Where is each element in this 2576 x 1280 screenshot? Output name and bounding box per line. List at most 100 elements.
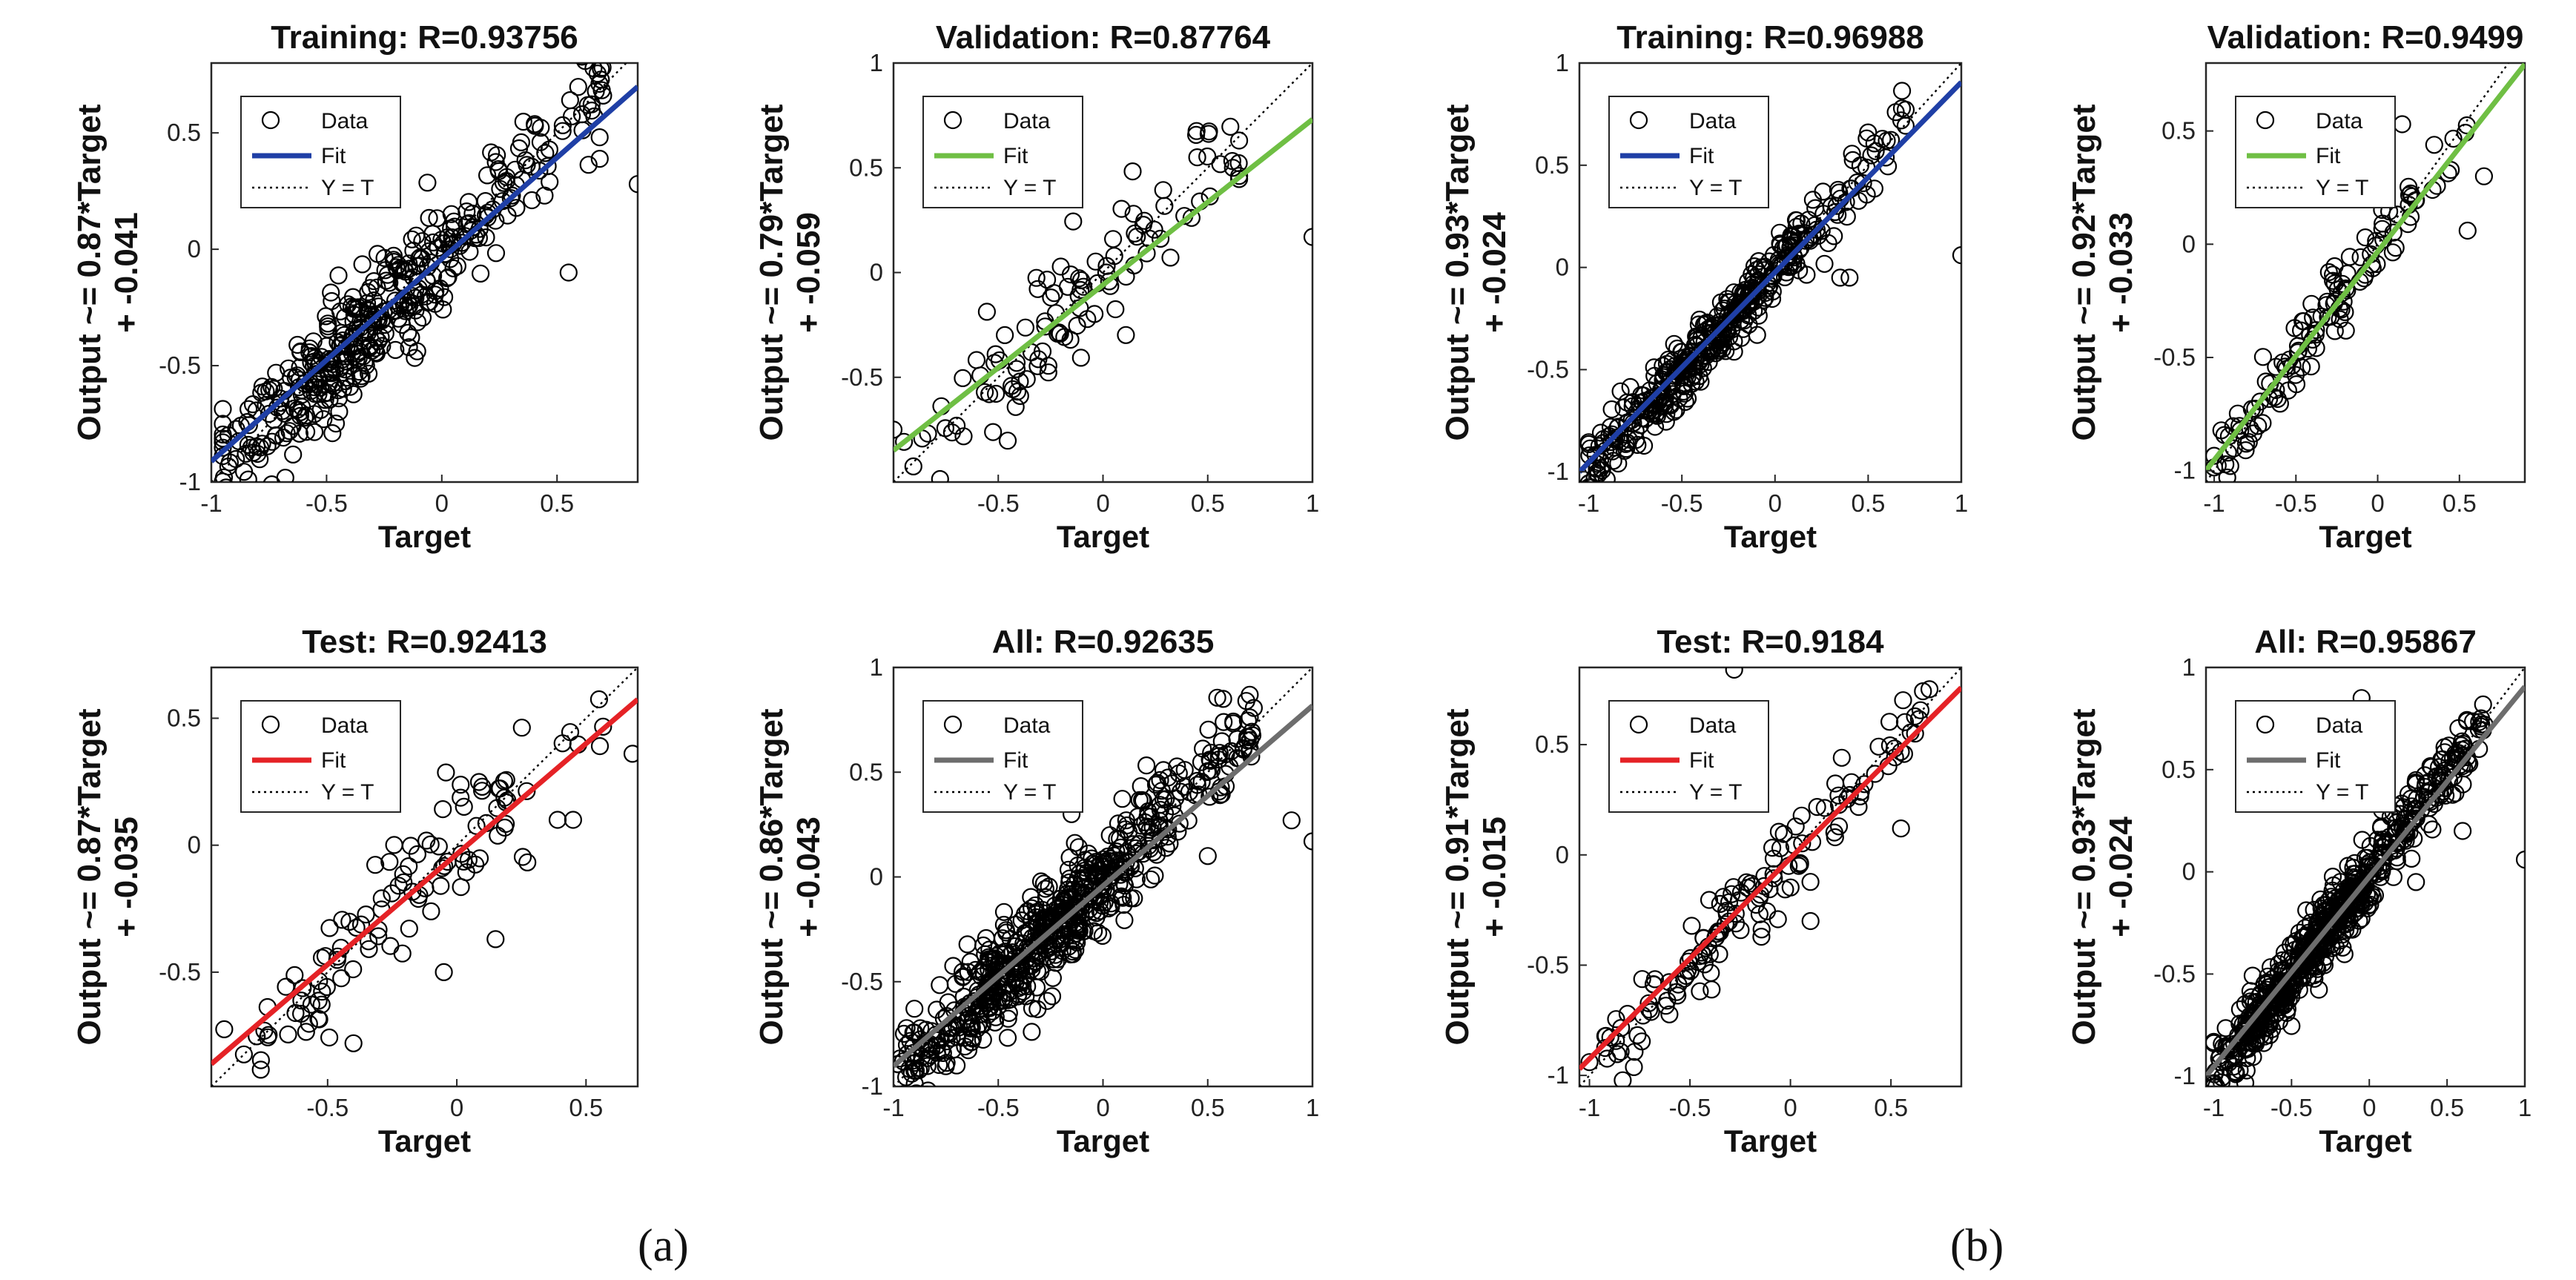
data-point [523,191,541,210]
identity-line [894,63,1312,482]
data-point [1086,252,1105,271]
data-point [1229,154,1248,173]
data-point [998,1029,1017,1047]
chart-panel: -1 -0.5 0 0.5 1 -1 -0.5 0 0.5 1 All: R=0.92635 Targ… [753,624,1319,1158]
data-point [997,983,1016,1002]
x-tick-label: 0 [1783,1094,1797,1121]
data-point [2372,817,2391,836]
data-point [2253,414,2272,432]
data-point [919,1093,935,1109]
x-tick-label: -0.5 [1661,489,1703,517]
legend-data-label: Data [321,109,369,133]
data-point [1716,314,1734,333]
data-point [408,845,427,864]
data-point [413,309,432,327]
data-point [2368,831,2387,849]
data-point [925,1098,941,1114]
data-point [894,1055,907,1073]
data-point [486,153,505,171]
data-point [1040,935,1058,954]
data-point [1186,786,1204,805]
data-point [1682,917,1701,935]
data-point [2453,757,2471,776]
data-point [1061,265,1080,284]
y-tick-label: -1 [179,468,201,495]
data-point [253,435,271,453]
data-point [623,745,638,763]
data-point [1726,904,1745,923]
y-tick-label: -1 [1548,458,1569,485]
data-point [575,63,589,66]
data-point [2269,962,2288,980]
data-point [1170,814,1189,833]
data-point [442,219,460,237]
data-point [306,384,324,403]
y-axis-label: Output ~= 0.86*Target [753,708,790,1045]
data-point [1071,349,1090,367]
data-point [1134,216,1153,234]
data-point [1209,750,1228,769]
legend-fit-label: Fit [1003,144,1028,168]
data-point [1222,742,1241,761]
data-point [922,1037,942,1056]
data-point [305,377,324,397]
y-axis-label-offset: + -0.024 [1476,212,1513,333]
y-axis-label-offset: + -0.033 [2103,212,2139,333]
data-point [1039,357,1058,375]
data-point [590,150,609,168]
x-tick-label: -0.5 [306,489,348,517]
data-point [2400,177,2418,196]
x-tick-label: -1 [200,489,222,517]
fit-line [211,85,638,463]
data-point [954,968,972,986]
data-point [937,1057,955,1075]
data-point [1068,317,1086,335]
x-axis-label: Target [2319,519,2411,554]
data-point [1211,155,1229,174]
data-point [2325,257,2344,276]
data-point [2268,389,2287,409]
data-point [1825,227,1843,245]
data-point [1829,817,1849,836]
data-point [1720,893,1739,911]
legend-fit-label: Fit [1003,748,1028,773]
legend-data-marker [943,110,962,130]
data-point [1143,818,1162,837]
data-point [251,1060,270,1079]
data-point [409,889,428,908]
data-point [435,288,454,306]
data-point [1680,952,1698,971]
data-point [2458,221,2477,240]
data-point [1771,839,1790,857]
data-point [1880,736,1899,755]
data-point [572,105,592,124]
data-point [1037,888,1055,907]
data-point [1580,1053,1599,1072]
data-point [291,358,309,377]
data-point [1660,1005,1679,1023]
data-point [1732,329,1751,347]
data-point [1645,388,1664,406]
data-point [1633,970,1651,989]
data-point [400,920,418,938]
data-point [594,717,612,736]
y-tick-label: -0.5 [2153,343,2196,371]
data-point [389,877,408,895]
data-point [344,1034,363,1052]
data-point [317,977,336,997]
data-point [1752,920,1771,939]
chart-panel: -1 -0.5 0 0.5 1 -1 -0.5 0 0.5 1 All: R=0.95867 Targ… [2066,624,2532,1158]
data-point [1076,903,1095,922]
data-point [1793,834,1812,853]
y-axis-label: Output ~= 0.87*Target [71,104,108,441]
data-layer [211,63,638,482]
data-point [995,326,1014,344]
data-point [2240,1016,2259,1035]
data-point [2400,186,2419,205]
data-point [2336,303,2354,321]
legend-data-marker [1629,110,1648,130]
data-point [1117,326,1135,344]
x-axis-label: Target [378,519,471,554]
data-point [2259,967,2277,986]
legend-identity-label: Y = T [321,780,374,805]
